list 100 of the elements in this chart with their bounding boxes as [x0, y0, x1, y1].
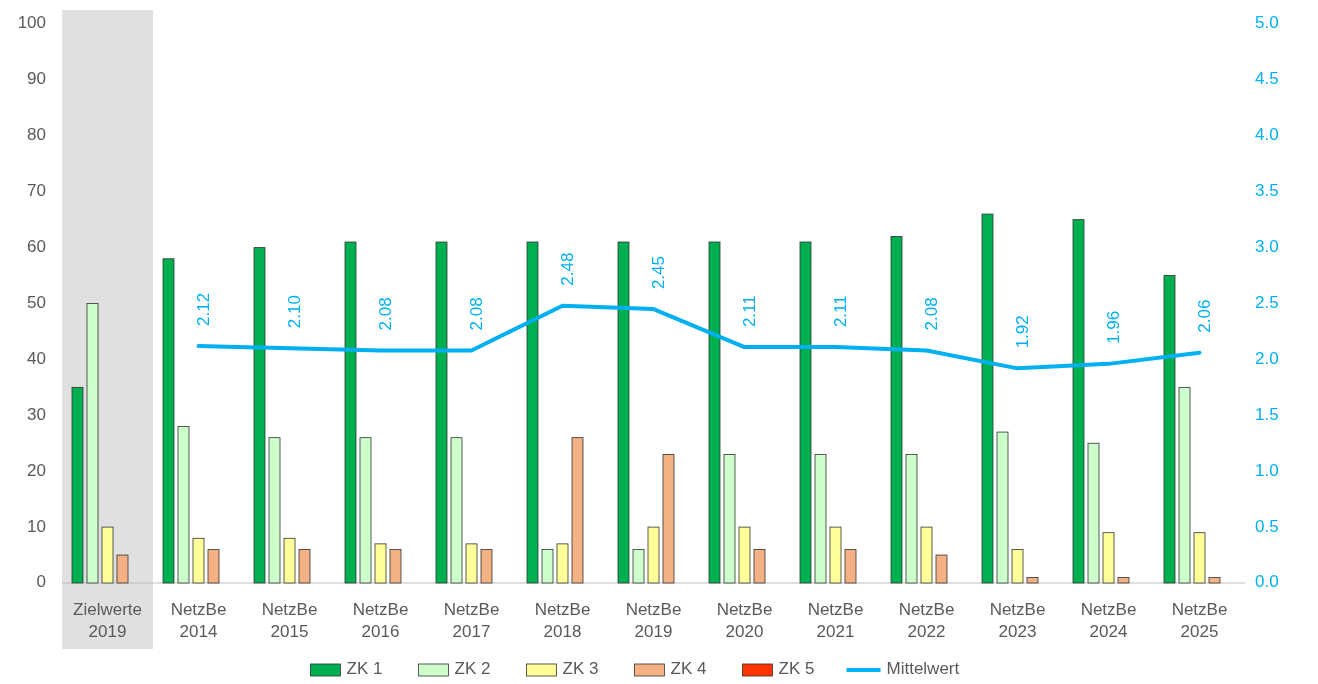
- bar: [86, 303, 99, 584]
- bar: [814, 454, 827, 584]
- bar: [617, 241, 630, 584]
- bar: [799, 241, 812, 584]
- x-tick-label: NetzBe 2025: [1171, 600, 1228, 641]
- bar: [298, 549, 311, 584]
- x-tick-label: NetzBe 2017: [443, 600, 500, 641]
- bar: [647, 526, 660, 584]
- x-tick-label: NetzBe 2014: [170, 600, 227, 641]
- bar: [708, 241, 721, 584]
- bar: [1102, 532, 1115, 584]
- data-label: 2.10: [284, 295, 304, 329]
- bar: [981, 213, 994, 584]
- bar: [389, 549, 402, 584]
- bar: [480, 549, 493, 584]
- y2-tick-label: 4.0: [1255, 125, 1279, 145]
- bar: [996, 431, 1009, 584]
- bar: [359, 437, 372, 584]
- y-tick-label: 0: [36, 572, 46, 592]
- data-label: 2.08: [466, 297, 486, 331]
- bar: [905, 454, 918, 584]
- bar: [844, 549, 857, 584]
- bar: [1011, 549, 1024, 584]
- y-tick-label: 20: [27, 460, 46, 480]
- y2-tick-label: 1.0: [1255, 460, 1279, 480]
- legend-label: Mittelwert: [886, 659, 960, 679]
- bar: [556, 543, 569, 584]
- x-tick-label: NetzBe 2024: [1080, 600, 1137, 641]
- y-tick-label: 90: [27, 69, 46, 89]
- bar: [723, 454, 736, 584]
- data-label: 2.06: [1194, 299, 1214, 333]
- y2-tick-label: 1.5: [1255, 404, 1279, 424]
- y-tick-label: 100: [17, 13, 46, 33]
- bar: [101, 526, 114, 584]
- bar: [177, 426, 190, 584]
- x-tick-label: NetzBe 2015: [261, 600, 318, 641]
- bar: [71, 386, 84, 584]
- x-tick-label: NetzBe 2016: [352, 600, 409, 641]
- x-tick-label: NetzBe 2018: [534, 600, 591, 641]
- data-label: 2.12: [193, 292, 213, 326]
- bar: [253, 247, 266, 584]
- y2-tick-label: 0.5: [1255, 516, 1279, 536]
- bar: [435, 241, 448, 584]
- y-tick-label: 50: [27, 292, 46, 312]
- y2-tick-label: 3.5: [1255, 181, 1279, 201]
- bar: [935, 554, 948, 584]
- bar: [344, 241, 357, 584]
- data-label: 1.92: [1012, 315, 1032, 349]
- data-label: 2.11: [830, 295, 850, 328]
- bar: [1178, 386, 1191, 584]
- bar: [283, 537, 296, 584]
- x-tick-label: NetzBe 2020: [716, 600, 773, 641]
- bar: [450, 437, 463, 584]
- bar: [207, 549, 220, 584]
- bar: [1193, 532, 1206, 584]
- y-tick-label: 40: [27, 348, 46, 368]
- bar: [541, 549, 554, 584]
- bar: [632, 549, 645, 584]
- y-tick-label: 60: [27, 237, 46, 257]
- bar: [1072, 219, 1085, 584]
- bar: [890, 236, 903, 584]
- bar: [116, 554, 129, 584]
- bar: [753, 549, 766, 584]
- bar: [1117, 577, 1130, 584]
- y-tick-label: 70: [27, 181, 46, 201]
- data-label: 1.96: [1103, 310, 1123, 344]
- y2-tick-label: 5.0: [1255, 13, 1279, 33]
- data-label: 2.45: [648, 256, 668, 290]
- bar: [192, 537, 205, 584]
- x-tick-label: NetzBe 2023: [989, 600, 1046, 641]
- y2-tick-label: 0.0: [1255, 572, 1279, 592]
- y2-tick-label: 4.5: [1255, 69, 1279, 89]
- y2-tick-label: 2.5: [1255, 292, 1279, 312]
- bar: [162, 258, 175, 584]
- data-label: 2.08: [375, 297, 395, 331]
- bar: [662, 454, 675, 584]
- y-tick-label: 30: [27, 404, 46, 424]
- bar: [829, 526, 842, 584]
- y2-tick-label: 2.0: [1255, 348, 1279, 368]
- y-tick-label: 10: [27, 516, 46, 536]
- bar: [268, 437, 281, 584]
- bar: [571, 437, 584, 584]
- data-label: 2.48: [557, 252, 577, 286]
- y-tick-label: 80: [27, 125, 46, 145]
- bar: [374, 543, 387, 584]
- bar: [526, 241, 539, 584]
- legend-label: ZK 2: [454, 659, 491, 679]
- y2-tick-label: 3.0: [1255, 237, 1279, 257]
- data-label: 2.08: [921, 297, 941, 331]
- legend-label: ZK 5: [778, 659, 815, 679]
- x-tick-label: Zielwerte 2019: [73, 600, 142, 641]
- x-tick-label: NetzBe 2019: [625, 600, 682, 641]
- bar: [920, 526, 933, 584]
- data-label: 2.11: [739, 295, 759, 328]
- legend-label: ZK 1: [346, 659, 383, 679]
- bar: [1208, 577, 1221, 584]
- bar: [1026, 577, 1039, 584]
- bar: [738, 526, 751, 584]
- x-tick-label: NetzBe 2022: [898, 600, 955, 641]
- bar: [1163, 275, 1176, 584]
